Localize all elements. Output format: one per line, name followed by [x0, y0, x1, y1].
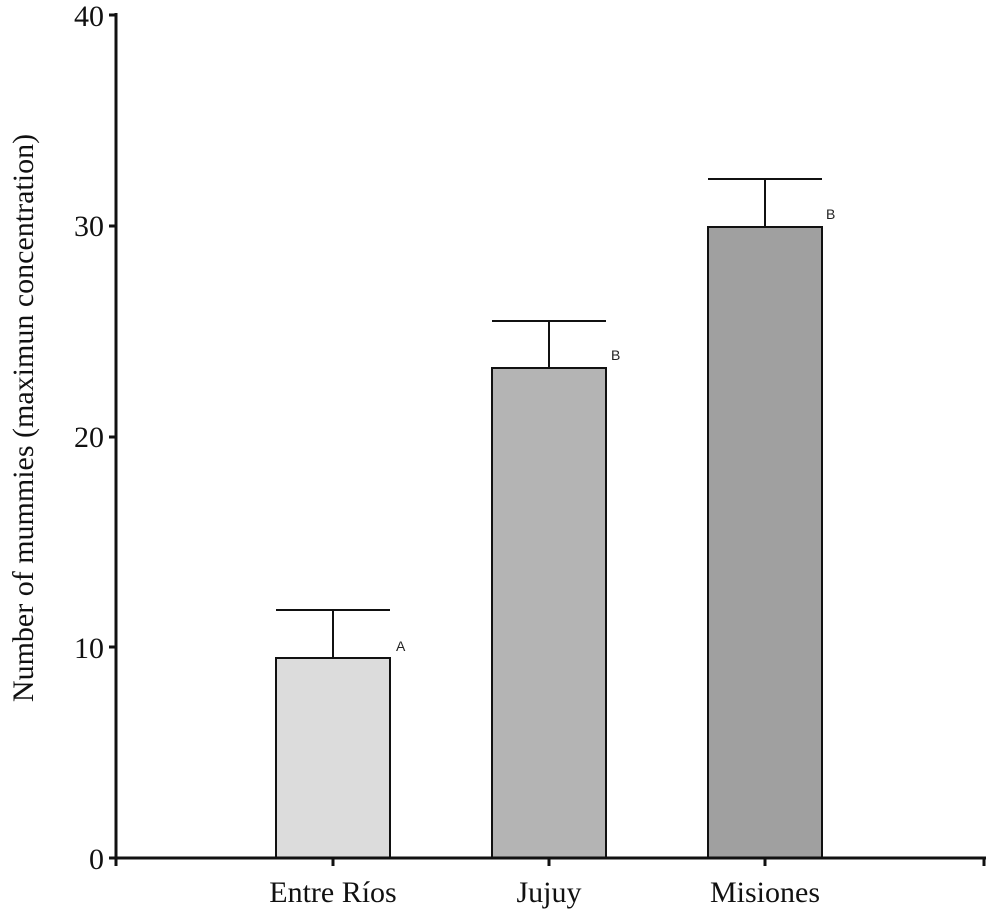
y-tick-20: 20: [74, 421, 104, 454]
y-tick-labels: 0 10 20 30 40: [74, 0, 104, 876]
bar-misiones: B: [707, 178, 835, 859]
sig-letter-entre-rios: A: [396, 638, 406, 654]
category-misiones: Misiones: [710, 876, 820, 909]
y-tick-30: 30: [74, 210, 104, 243]
x-tick-labels: Entre Ríos Jujuy Misiones: [269, 876, 820, 909]
bar-jujuy: B: [491, 320, 620, 859]
axes: [109, 13, 986, 866]
bars: A B B: [275, 178, 835, 859]
sig-letter-jujuy: B: [611, 347, 620, 363]
y-tick-10: 10: [74, 632, 104, 665]
sig-letter-misiones: B: [826, 206, 835, 222]
bar-entre-rios: A: [275, 609, 406, 859]
y-axis-title: Number of mummies (maximun concentration…: [7, 134, 40, 702]
y-tick-0: 0: [89, 843, 104, 876]
y-tick-40: 40: [74, 0, 104, 33]
category-jujuy: Jujuy: [516, 876, 581, 909]
category-entre-rios: Entre Ríos: [269, 876, 397, 909]
